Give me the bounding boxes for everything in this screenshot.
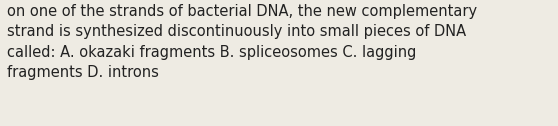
Text: on one of the strands of bacterial DNA, the new complementary
strand is synthesi: on one of the strands of bacterial DNA, … <box>7 4 477 80</box>
